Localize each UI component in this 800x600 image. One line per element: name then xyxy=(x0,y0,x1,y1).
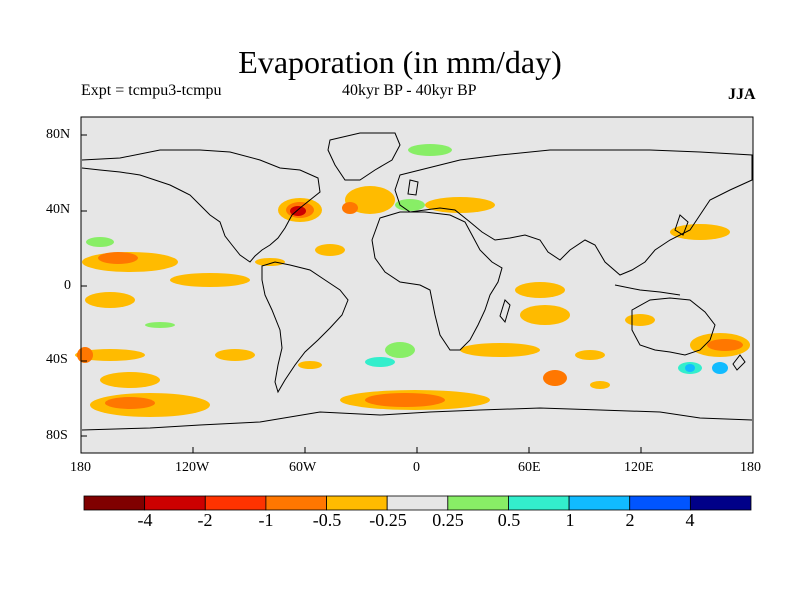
new-zealand-coastline xyxy=(732,354,746,371)
antarctica-coastline xyxy=(81,407,753,431)
colorbar-swatch xyxy=(204,495,267,511)
lon-label-0: 0 xyxy=(413,460,420,475)
colorbar-label: -0.5 xyxy=(312,510,342,530)
anomaly-patch xyxy=(395,199,425,211)
lat-label-40n: 40N xyxy=(46,202,71,217)
anomaly-patch xyxy=(98,252,138,264)
colorbar xyxy=(83,495,752,511)
anomaly-patch xyxy=(315,244,345,256)
anomaly-patch xyxy=(460,343,540,357)
lon-label-120w: 120W xyxy=(175,460,210,475)
colorbar-label: -2 xyxy=(197,510,213,530)
anomaly-patch xyxy=(145,322,175,328)
anomaly-patch xyxy=(712,362,728,374)
anomaly-patch xyxy=(670,224,730,240)
south-america-coastline xyxy=(261,261,349,394)
colorbar-label: 2 xyxy=(625,510,635,530)
lon-label-180e: 180 xyxy=(740,460,761,475)
indonesia-coastline xyxy=(614,284,681,296)
colorbar-swatch xyxy=(447,495,509,511)
anomaly-patch xyxy=(625,314,655,326)
colorbar-swatch xyxy=(83,495,146,511)
colorbar-swatch xyxy=(326,495,388,511)
colorbar-swatch xyxy=(144,495,206,511)
anomaly-patch xyxy=(408,144,452,156)
colorbar-label: 4 xyxy=(685,510,695,530)
anomaly-patch xyxy=(685,364,695,372)
colorbar-label: -0.25 xyxy=(369,510,407,530)
period-label: 40kyr BP - 40kyr BP xyxy=(342,82,477,99)
anomaly-patch xyxy=(170,273,250,287)
anomaly-patch xyxy=(543,370,567,386)
anomaly-patch xyxy=(575,350,605,360)
latitude-ticks xyxy=(81,134,87,437)
anomaly-patch xyxy=(215,349,255,361)
lat-label-80s: 80S xyxy=(46,428,68,443)
season-label: JJA xyxy=(728,86,756,103)
anomaly-patch xyxy=(86,237,114,247)
africa-coastline xyxy=(371,211,503,351)
coastlines xyxy=(81,132,753,431)
colorbar-label: 1 xyxy=(565,510,575,530)
lat-label-0: 0 xyxy=(64,278,71,293)
anomaly-patch xyxy=(105,397,155,409)
colorbar-label: -4 xyxy=(137,510,153,530)
anomaly-patch xyxy=(100,372,160,388)
australia-coastline xyxy=(631,297,716,356)
colorbar-swatch xyxy=(508,495,570,511)
anomaly-patch xyxy=(365,357,395,367)
experiment-label: Expt = tcmpu3-tcmpu xyxy=(81,82,222,99)
lat-label-80n: 80N xyxy=(46,127,71,142)
lon-label-180w: 180 xyxy=(70,460,91,475)
longitude-ticks xyxy=(80,447,754,453)
colorbar-swatch xyxy=(689,495,752,511)
anomaly-patch xyxy=(342,202,358,214)
colorbar-swatch xyxy=(265,495,327,511)
north-america-coastline xyxy=(81,149,321,263)
anomaly-patch xyxy=(515,282,565,298)
anomaly-patch xyxy=(75,349,145,361)
colorbar-swatch xyxy=(629,495,691,511)
japan-coastline xyxy=(674,214,689,236)
anomaly-patch xyxy=(590,381,610,389)
greenland-coastline xyxy=(327,132,401,181)
map-title: Evaporation (in mm/day) xyxy=(238,44,562,80)
colorbar-swatch xyxy=(568,495,631,511)
colorbar-label: -1 xyxy=(258,510,274,530)
lon-label-60e: 60E xyxy=(518,460,541,475)
anomaly-patches xyxy=(75,144,750,417)
uk-coastline xyxy=(407,179,419,196)
anomaly-patch xyxy=(385,342,415,358)
lon-label-60w: 60W xyxy=(289,460,317,475)
madagascar-coastline xyxy=(499,299,511,324)
anomaly-patch xyxy=(298,361,322,369)
colorbar-label: 0.25 xyxy=(432,510,464,530)
lon-label-120e: 120E xyxy=(624,460,654,475)
lat-label-40s: 40S xyxy=(46,352,68,367)
colorbar-label: 0.5 xyxy=(497,510,521,530)
anomaly-patch xyxy=(425,197,495,213)
eurasia-coastline xyxy=(394,149,753,276)
anomaly-patch xyxy=(520,305,570,325)
anomaly-patch xyxy=(255,258,285,266)
anomaly-patch xyxy=(707,339,743,351)
colorbar-swatch xyxy=(386,495,449,511)
anomaly-patch xyxy=(85,292,135,308)
anomaly-patch xyxy=(365,393,445,407)
